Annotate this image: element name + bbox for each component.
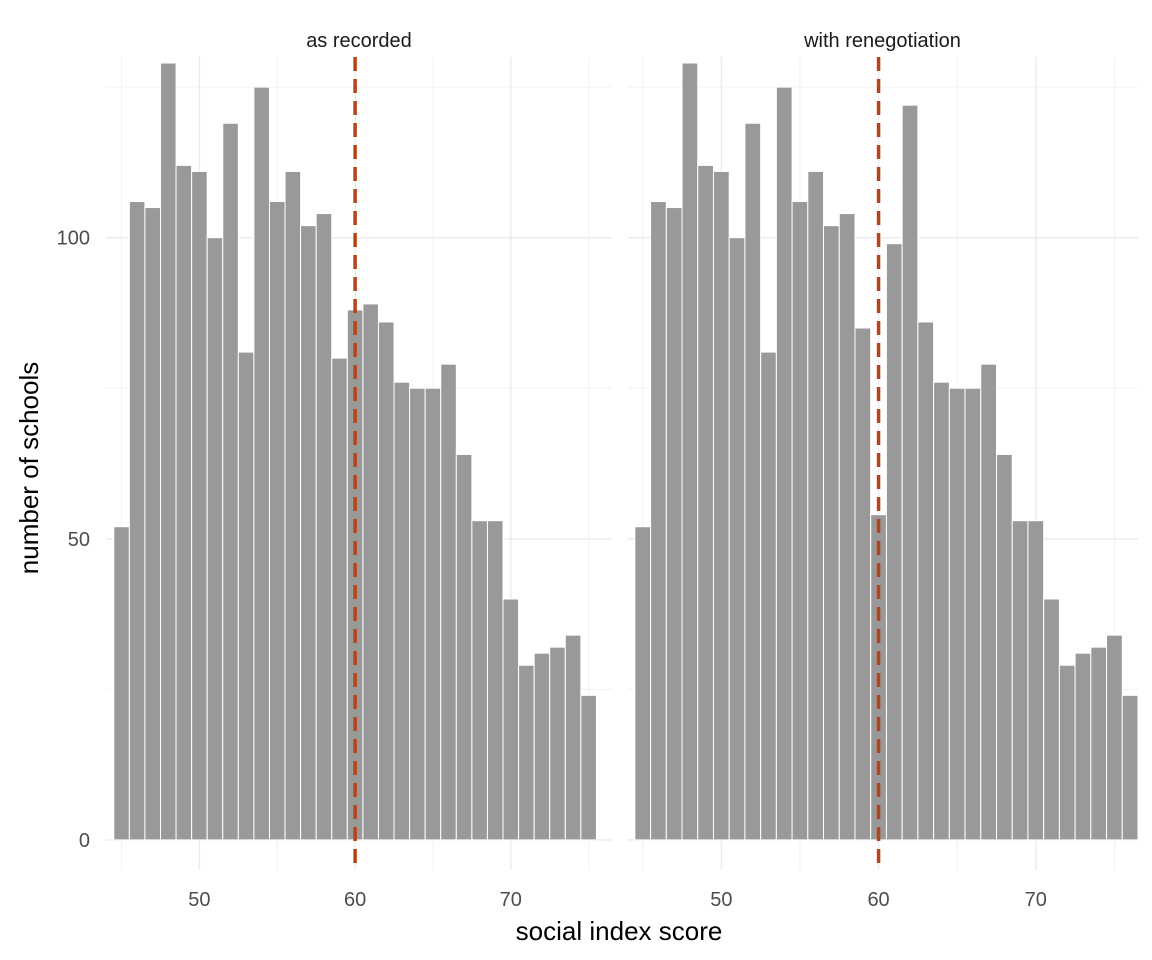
histogram-bar (268, 201, 286, 841)
histogram-bar (1011, 520, 1029, 841)
histogram-bar (775, 86, 793, 841)
histogram-bar (1043, 598, 1060, 841)
histogram-bar (486, 520, 504, 841)
histogram-bar (1090, 646, 1108, 841)
histogram-bar (315, 213, 333, 841)
histogram-bar (377, 321, 395, 841)
histogram-bar (113, 526, 130, 841)
histogram-bar (712, 170, 730, 841)
x-axis-title: social index score (516, 916, 723, 946)
histogram-bar (665, 207, 683, 841)
panel-title: as recorded (306, 30, 412, 52)
panel-1: as recorded 50 60 70 0 50 100 (57, 30, 612, 911)
y-tick-label: 100 (57, 228, 90, 250)
histogram-bar (300, 225, 317, 841)
histogram-bar (948, 387, 966, 841)
x-tick-label: 60 (867, 889, 889, 911)
histogram-bar (791, 201, 809, 841)
histogram-bar (1074, 652, 1092, 841)
x-tick-label: 50 (188, 889, 210, 911)
histogram-bar (502, 598, 520, 841)
histogram-bar (885, 243, 903, 841)
histogram-bar (980, 363, 997, 841)
histogram-bar (995, 453, 1013, 841)
y-tick-label: 50 (68, 529, 90, 551)
histogram-bar (440, 363, 457, 841)
histogram-bar (838, 213, 856, 841)
histogram-bar (128, 201, 146, 841)
histogram-bar (744, 122, 762, 841)
histogram-bar (933, 381, 950, 841)
histogram-bar (807, 170, 825, 841)
histogram-bar (409, 387, 426, 841)
histogram-bar (650, 201, 667, 841)
histogram-bar (331, 357, 348, 841)
histogram-bar (533, 652, 551, 841)
histogram-bar (237, 351, 255, 841)
panel-2: with renegotiation 50 60 70 (627, 30, 1139, 911)
histogram-bar (518, 664, 535, 841)
panel-title: with renegotiation (803, 30, 961, 52)
histogram-bar (681, 62, 699, 841)
histogram-bar (144, 207, 161, 841)
histogram-bar (159, 62, 177, 841)
histogram-bar (634, 526, 652, 841)
histogram-bar (1058, 664, 1076, 841)
x-tick-label: 60 (344, 889, 366, 911)
x-tick-label: 50 (710, 889, 732, 911)
x-tick-label: 70 (500, 889, 522, 911)
histogram-bar (471, 520, 488, 841)
histogram-bar (823, 225, 840, 841)
x-tick-label: 70 (1025, 889, 1047, 911)
histogram-bar (424, 387, 442, 841)
histogram-bar (917, 321, 935, 841)
histogram-bar (697, 164, 714, 841)
histogram-bar (253, 86, 270, 841)
histogram-bar (175, 164, 193, 841)
facet-panels: as recorded 50 60 70 0 50 100 with renegotiatio… (57, 30, 1139, 911)
histogram-bar (284, 170, 302, 841)
histogram-bar (564, 634, 582, 841)
y-tick-label: 0 (79, 830, 90, 852)
histogram-bar (1106, 634, 1123, 841)
histogram-bar (580, 694, 597, 841)
histogram-bar (206, 237, 224, 841)
histogram-bar (549, 646, 566, 841)
histogram-bar (1121, 694, 1139, 841)
y-axis-title: number of schools (14, 362, 44, 574)
histogram-bar (760, 351, 777, 841)
histogram-bar (964, 387, 982, 841)
histogram-bar (728, 237, 746, 841)
histogram-bar (393, 381, 411, 841)
histogram-bar (191, 170, 208, 841)
histogram-bar (222, 122, 239, 841)
histogram-bar (362, 303, 379, 841)
histogram-bar (901, 104, 919, 841)
histogram-bar (455, 453, 473, 841)
histogram-bar (854, 327, 872, 841)
histogram-bar (1027, 520, 1045, 841)
